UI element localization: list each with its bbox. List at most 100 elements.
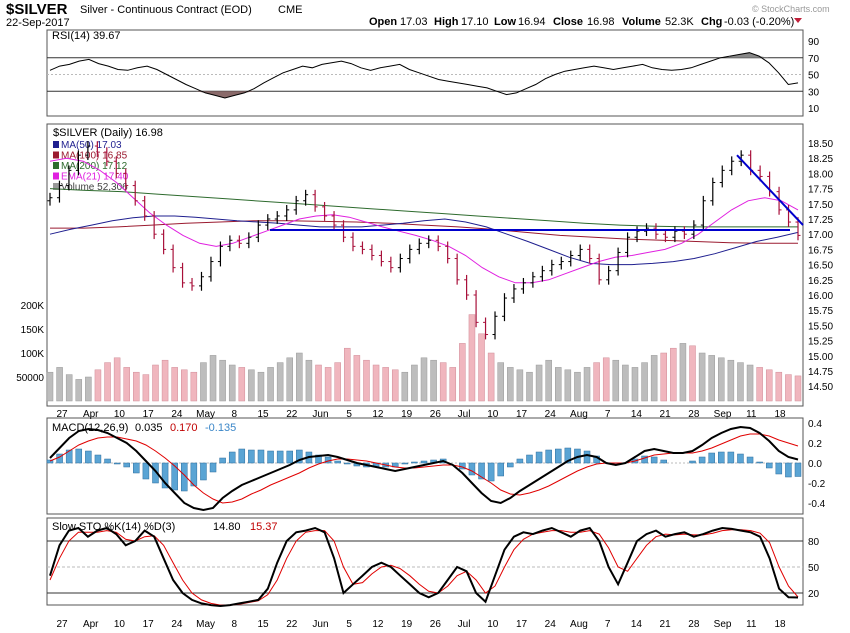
- volume-bar: [56, 367, 63, 402]
- macd-histogram-bar: [727, 451, 735, 464]
- macd-tick-label: 0.2: [808, 439, 822, 450]
- macd-histogram-bar: [344, 462, 351, 465]
- volume-bar: [564, 369, 572, 402]
- x-axis-label: 28: [688, 619, 700, 630]
- volume-bar: [612, 359, 620, 402]
- macd-histogram-bar: [286, 450, 293, 464]
- legend-entry: MA(100) 16.85: [61, 151, 128, 162]
- volume-bar: [526, 371, 533, 402]
- x-axis-label: 21: [660, 619, 672, 630]
- macd-panel: [46, 417, 804, 515]
- volume-bar: [65, 374, 73, 402]
- volume-bar: [650, 355, 658, 402]
- high-label: High: [434, 16, 459, 28]
- volume-bar: [420, 357, 428, 402]
- price-panel-title: $SILVER (Daily) 16.98: [53, 127, 163, 139]
- volume-bar: [372, 364, 380, 402]
- volume-bar: [123, 367, 130, 402]
- volume-bar: [775, 371, 783, 402]
- low-value: 16.94: [518, 16, 546, 28]
- volume-bar: [334, 362, 341, 402]
- macd-histogram-bar: [650, 456, 658, 464]
- x-axis-label: Jun: [312, 619, 328, 630]
- volume-bar: [507, 367, 514, 402]
- open-label: Open: [369, 16, 397, 28]
- volume-tick-label: 200K: [21, 301, 45, 312]
- volume-bar: [133, 371, 140, 402]
- sto-k-line: [49, 526, 799, 608]
- sto-tick-label: 80: [808, 537, 820, 548]
- price-tick-label: 15.00: [808, 352, 833, 363]
- x-axis-label: 5: [346, 619, 352, 630]
- volume-bar: [85, 376, 92, 402]
- volume-value: 52.3K: [665, 16, 694, 28]
- volume-bar: [583, 367, 591, 402]
- macd-histogram-bar: [535, 451, 543, 464]
- macd-histogram-bar: [718, 451, 725, 464]
- x-axis-label: 8: [232, 619, 238, 630]
- legend-swatch: [53, 141, 59, 148]
- macd-histogram-bar: [113, 462, 121, 465]
- volume-bar: [286, 357, 293, 402]
- volume-bar: [305, 359, 313, 402]
- macd-histogram-bar: [497, 462, 504, 477]
- x-axis-label: Aug: [570, 409, 588, 420]
- x-axis-label: 12: [372, 619, 384, 630]
- x-axis-label: Jun: [312, 409, 328, 420]
- volume-bar: [324, 367, 332, 402]
- x-axis-label: Jul: [458, 409, 471, 420]
- volume-bar: [190, 371, 198, 402]
- macd-histogram-bar: [756, 461, 763, 464]
- watermark: © StockCharts.com: [752, 4, 830, 14]
- ma200-line: [49, 188, 798, 228]
- volume-bar: [219, 359, 226, 402]
- macd-histogram-bar: [478, 462, 485, 480]
- volume-bar: [698, 352, 706, 402]
- volume-bar: [75, 379, 83, 402]
- rsi-line: [49, 52, 799, 99]
- macd-histogram-bar: [516, 458, 524, 464]
- x-axis-label: 21: [660, 409, 672, 420]
- macd-histogram-bar: [296, 449, 303, 464]
- volume-bar: [276, 362, 284, 402]
- x-axis-label: 17: [143, 619, 155, 630]
- rsi-tick-label: 90: [808, 37, 820, 48]
- x-axis-label: 27: [56, 619, 68, 630]
- macd-histogram-bar: [171, 462, 178, 491]
- macd-histogram-bar: [75, 448, 83, 464]
- macd-legend-label: MACD(12,26,9): [52, 422, 128, 434]
- high-value: 17.10: [461, 16, 489, 28]
- volume-tick-label: 150K: [21, 325, 45, 336]
- macd-histogram-bar: [583, 450, 591, 464]
- sto-tick-label: 50: [808, 563, 820, 574]
- volume-bar: [718, 357, 725, 402]
- volume-bar: [152, 364, 159, 402]
- instrument-name: Silver - Continuous Contract (EOD): [80, 4, 252, 16]
- price-tick-label: 14.50: [808, 382, 833, 393]
- legend-swatch: [53, 162, 59, 169]
- price-tick-label: 17.00: [808, 230, 833, 241]
- x-axis-label: 10: [114, 409, 126, 420]
- x-axis-label: 24: [171, 619, 183, 630]
- macd-tick-label: -0.4: [808, 499, 826, 510]
- macd-histogram-bar: [737, 453, 744, 464]
- price-tick-label: 16.50: [808, 261, 833, 272]
- macd-histogram-bar: [276, 450, 284, 464]
- volume-bar: [468, 314, 476, 402]
- x-axis-label: 10: [114, 619, 126, 630]
- macd-histogram-bar: [765, 462, 773, 469]
- volume-bar: [737, 362, 744, 402]
- volume-bar: [555, 367, 562, 402]
- volume-bar: [478, 333, 485, 402]
- x-axis-label: 11: [746, 409, 757, 420]
- x-axis-label: May: [196, 409, 215, 420]
- macd-histogram-bar: [555, 448, 562, 464]
- low-label: Low: [494, 16, 516, 28]
- x-axis-label: 10: [487, 619, 499, 630]
- macd-histogram-bar: [161, 462, 169, 489]
- stochastic-panel: [46, 517, 804, 606]
- macd-histogram-bar: [85, 450, 92, 464]
- price-tick-label: 15.25: [808, 337, 833, 348]
- volume-bar: [113, 357, 121, 402]
- volume-bar: [622, 364, 629, 402]
